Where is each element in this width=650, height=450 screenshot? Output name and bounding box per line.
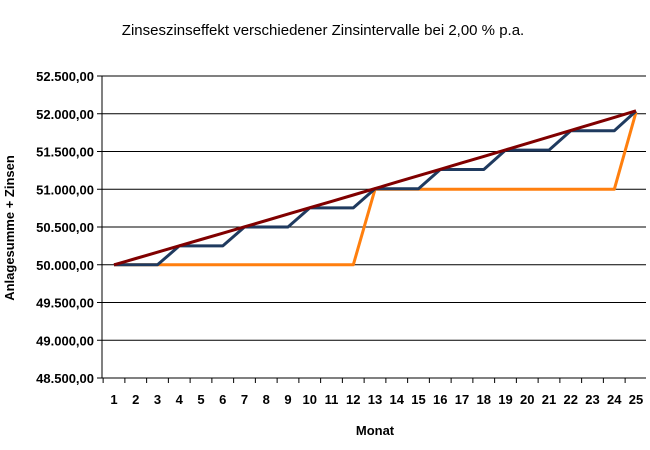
x-tick-label: 8 bbox=[263, 392, 270, 407]
x-tick-label: 17 bbox=[455, 392, 469, 407]
x-tick-labels: 1 2 3 4 5 6 7 8 9 10 11 12 13 14 15 16 17 18 19 20 21 22 23 24 2… bbox=[110, 392, 643, 407]
x-tick-label: 24 bbox=[607, 392, 622, 407]
x-tick-label: 22 bbox=[564, 392, 578, 407]
x-tick-label: 11 bbox=[325, 392, 339, 407]
x-tick-label: 15 bbox=[411, 392, 425, 407]
y-tick-label: 50.000,00 bbox=[36, 258, 94, 273]
y-tick-label: 51.000,00 bbox=[36, 182, 94, 197]
x-tick-label: 5 bbox=[197, 392, 204, 407]
x-tick-label: 3 bbox=[154, 392, 161, 407]
x-tick-label: 18 bbox=[477, 392, 491, 407]
y-tick-label: 48.500,00 bbox=[36, 371, 94, 386]
x-tick-label: 10 bbox=[303, 392, 317, 407]
x-tick-label: 23 bbox=[585, 392, 599, 407]
y-tick-label: 50.500,00 bbox=[36, 220, 94, 235]
x-tick-label: 13 bbox=[368, 392, 382, 407]
x-tick-label: 19 bbox=[498, 392, 512, 407]
gridlines bbox=[102, 75, 646, 341]
x-tick-label: 25 bbox=[629, 392, 643, 407]
x-tick-label: 2 bbox=[132, 392, 139, 407]
series-line-3 bbox=[113, 109, 637, 267]
y-tick-label: 49.500,00 bbox=[36, 296, 94, 311]
y-tick-labels: 48.500,00 49.000,00 49.500,00 50.000,00 50.5… bbox=[36, 69, 94, 386]
x-tick-label: 16 bbox=[433, 392, 447, 407]
axes bbox=[97, 75, 646, 383]
x-tick-label: 14 bbox=[390, 392, 405, 407]
chart-title: Zinseszinseffekt verschiedener Zinsinter… bbox=[122, 22, 524, 39]
y-tick-label: 49.000,00 bbox=[36, 333, 94, 348]
x-tick-label: 6 bbox=[219, 392, 226, 407]
x-tick-label: 12 bbox=[346, 392, 360, 407]
x-tick-label: 7 bbox=[241, 392, 248, 407]
series-lines bbox=[113, 109, 638, 267]
x-tick-label: 21 bbox=[542, 392, 556, 407]
y-tick-label: 52.000,00 bbox=[36, 107, 94, 122]
x-axis-label: Monat bbox=[356, 423, 395, 438]
y-tick-label: 51.500,00 bbox=[36, 145, 94, 160]
y-axis-label: Anlagesumme + Zinsen bbox=[2, 155, 17, 301]
x-tick-label: 1 bbox=[110, 392, 117, 407]
x-tick-label: 4 bbox=[176, 392, 184, 407]
x-tick-label: 20 bbox=[520, 392, 534, 407]
x-tick-label: 9 bbox=[284, 392, 291, 407]
y-tick-label: 52.500,00 bbox=[36, 69, 94, 84]
